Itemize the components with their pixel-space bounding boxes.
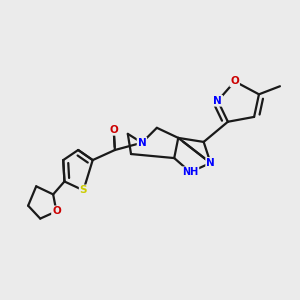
Text: NH: NH [182,167,199,177]
Text: S: S [80,185,87,195]
Text: N: N [206,158,215,168]
Text: N: N [213,96,222,106]
Text: O: O [230,76,239,86]
Text: O: O [109,125,118,135]
Text: O: O [52,206,61,216]
Text: N: N [138,138,146,148]
